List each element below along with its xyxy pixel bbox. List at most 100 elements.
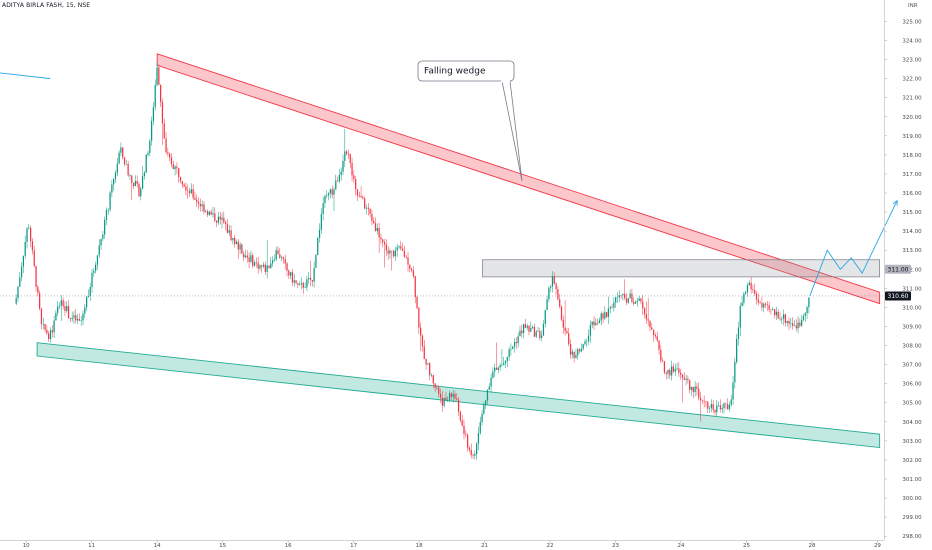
candle-body — [140, 188, 142, 197]
candle-body — [481, 413, 483, 423]
candle-body — [436, 387, 438, 389]
candle-body — [443, 397, 445, 406]
candle-body — [430, 375, 433, 376]
resistance-zone[interactable] — [482, 259, 880, 278]
candle — [313, 261, 315, 288]
candle-body — [407, 257, 409, 265]
candle-body — [360, 195, 362, 198]
candle-body — [376, 227, 378, 232]
candle-body — [461, 420, 463, 426]
candle — [80, 316, 82, 326]
candle — [521, 324, 523, 338]
candle-body — [526, 325, 528, 328]
candle-body — [548, 287, 550, 300]
price-tick-label: 316.00 — [902, 191, 922, 197]
candle-body — [338, 175, 341, 182]
candle — [624, 279, 626, 301]
candle — [625, 293, 628, 306]
candle — [779, 312, 781, 321]
candle — [754, 283, 756, 296]
candle-body — [586, 341, 588, 342]
candle — [252, 252, 254, 269]
candle — [447, 396, 449, 402]
candle — [795, 319, 797, 332]
price-axis[interactable]: 298.00 299.00 300.00 301.00 302.00 303.00 304.… — [884, 0, 922, 540]
candle — [169, 152, 171, 162]
projection-path[interactable] — [0, 72, 898, 297]
candle — [179, 176, 182, 184]
candle — [163, 118, 165, 139]
candle-body — [192, 189, 194, 198]
candle-body — [508, 349, 510, 357]
candle-body — [504, 360, 507, 364]
candle — [690, 386, 693, 396]
candle — [661, 357, 664, 363]
candle — [149, 138, 151, 156]
candle-body — [512, 346, 514, 349]
candle — [479, 416, 481, 435]
candle — [777, 309, 779, 319]
candle-body — [389, 250, 391, 254]
candle-body — [712, 404, 714, 410]
candle — [156, 62, 158, 87]
candle — [66, 301, 68, 313]
candle — [504, 360, 507, 369]
candle — [466, 432, 469, 452]
candle-body — [369, 209, 371, 214]
candle-body — [89, 287, 91, 297]
candle-body — [405, 256, 407, 258]
candle — [568, 328, 570, 347]
candle — [763, 302, 765, 313]
candle — [526, 323, 528, 331]
candle — [663, 360, 666, 375]
candle — [439, 388, 442, 404]
candle-body — [367, 207, 369, 210]
time-axis[interactable]: 10 11 14 15 16 17 18 21 22 23 24 25 28 29 — [0, 540, 884, 549]
candle-body — [163, 123, 165, 139]
candle — [481, 409, 483, 426]
candle — [232, 237, 234, 245]
candle — [248, 252, 250, 269]
candle-body — [58, 305, 61, 307]
candle — [145, 154, 147, 174]
candle-body — [515, 341, 517, 344]
candle — [284, 254, 286, 270]
candle — [170, 153, 173, 168]
candle-body — [537, 331, 539, 332]
candle — [705, 400, 707, 408]
price-tick-label: 312.00 — [902, 267, 922, 273]
candle — [501, 348, 503, 367]
candle — [607, 296, 610, 325]
candle-body — [454, 393, 456, 399]
candle — [553, 272, 555, 285]
candle-body — [302, 283, 304, 288]
candle — [181, 181, 183, 189]
candle — [510, 343, 512, 356]
candle-body — [232, 237, 234, 241]
zone-price-tag-text: 311.00 — [888, 266, 909, 273]
candle — [351, 157, 353, 182]
time-tick-label: 23 — [612, 543, 619, 549]
falling-wedge-callout[interactable]: Falling wedge — [417, 60, 523, 182]
candle — [324, 194, 326, 208]
candle-body — [309, 277, 312, 280]
candle — [261, 264, 263, 273]
candle — [235, 239, 238, 245]
upper-wedge-channel[interactable] — [156, 53, 881, 305]
candle-body — [306, 279, 308, 288]
candle — [792, 317, 794, 330]
candle — [331, 185, 333, 199]
candle — [799, 318, 801, 329]
lower-wedge-channel[interactable] — [36, 342, 881, 449]
candle — [89, 282, 91, 301]
candle-body — [763, 303, 765, 308]
candle-body — [555, 283, 557, 290]
candle — [24, 235, 26, 259]
candle — [371, 209, 373, 226]
candle — [681, 373, 684, 403]
candle-body — [410, 268, 413, 271]
price-tick-label: 308.00 — [902, 344, 922, 350]
candle — [591, 321, 593, 329]
candle — [141, 165, 144, 190]
